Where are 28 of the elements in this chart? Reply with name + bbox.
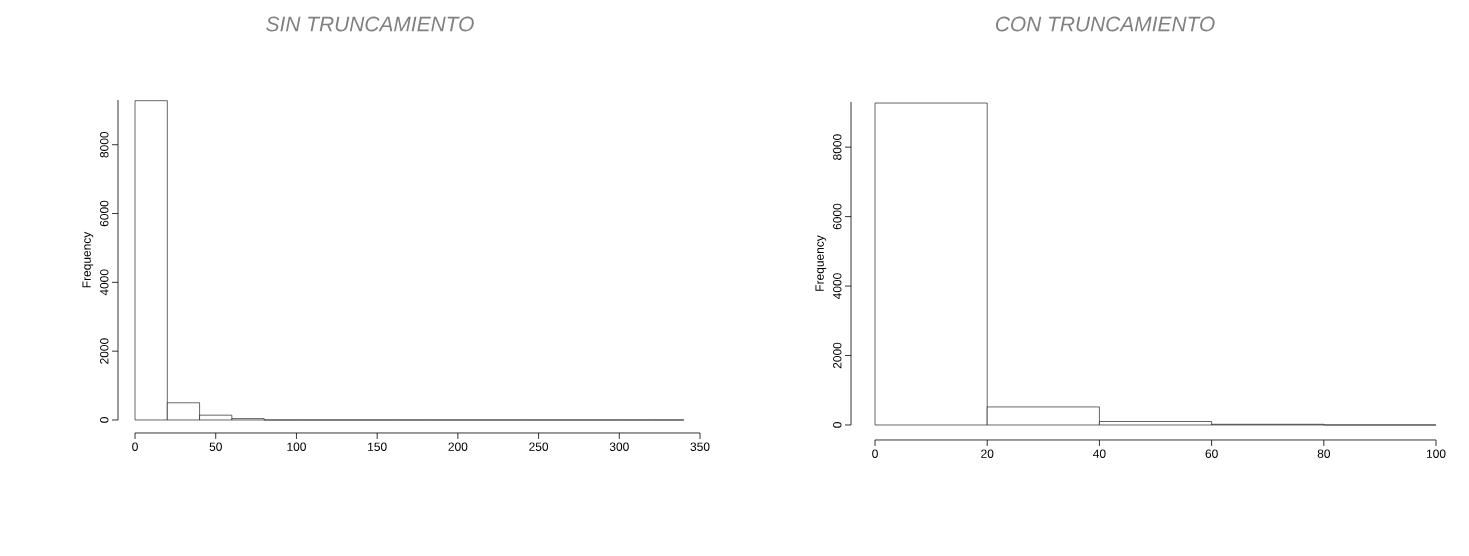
y-tick-label: 4000 bbox=[833, 273, 842, 300]
x-tick-label: 250 bbox=[529, 442, 549, 451]
y-tick-label: 0 bbox=[833, 422, 842, 428]
x-tick-label: 100 bbox=[287, 442, 306, 451]
x-tick-label: 20 bbox=[981, 449, 994, 458]
chart-title: SIN TRUNCAMIENTO bbox=[266, 16, 474, 32]
x-tick-label: 300 bbox=[609, 442, 629, 451]
y-tick-label: 0 bbox=[100, 417, 109, 423]
x-tick-label: 60 bbox=[1205, 449, 1218, 458]
x-tick-label: 0 bbox=[872, 449, 878, 458]
chart-title: CON TRUNCAMIENTO bbox=[995, 16, 1215, 32]
y-tick-label: 2000 bbox=[833, 342, 842, 369]
x-tick-label: 100 bbox=[1426, 449, 1446, 458]
x-tick-label: 350 bbox=[690, 442, 710, 451]
x-tick-label: 150 bbox=[368, 442, 387, 451]
x-tick-label: 40 bbox=[1093, 449, 1106, 458]
y-tick-label: 8000 bbox=[833, 134, 842, 160]
y-tick-label: 2000 bbox=[100, 338, 109, 364]
y-tick-label: 6000 bbox=[833, 203, 842, 230]
x-tick-label: 0 bbox=[132, 442, 138, 451]
x-tick-label: 50 bbox=[209, 442, 222, 451]
x-tick-label: 200 bbox=[448, 442, 468, 451]
y-tick-label: 6000 bbox=[100, 200, 109, 227]
y-axis-title: Frequency bbox=[815, 235, 827, 291]
x-tick-label: 80 bbox=[1317, 449, 1331, 458]
y-axis-title: Frequency bbox=[82, 231, 94, 288]
y-tick-label: 4000 bbox=[100, 269, 109, 296]
y-tick-label: 8000 bbox=[100, 131, 109, 158]
